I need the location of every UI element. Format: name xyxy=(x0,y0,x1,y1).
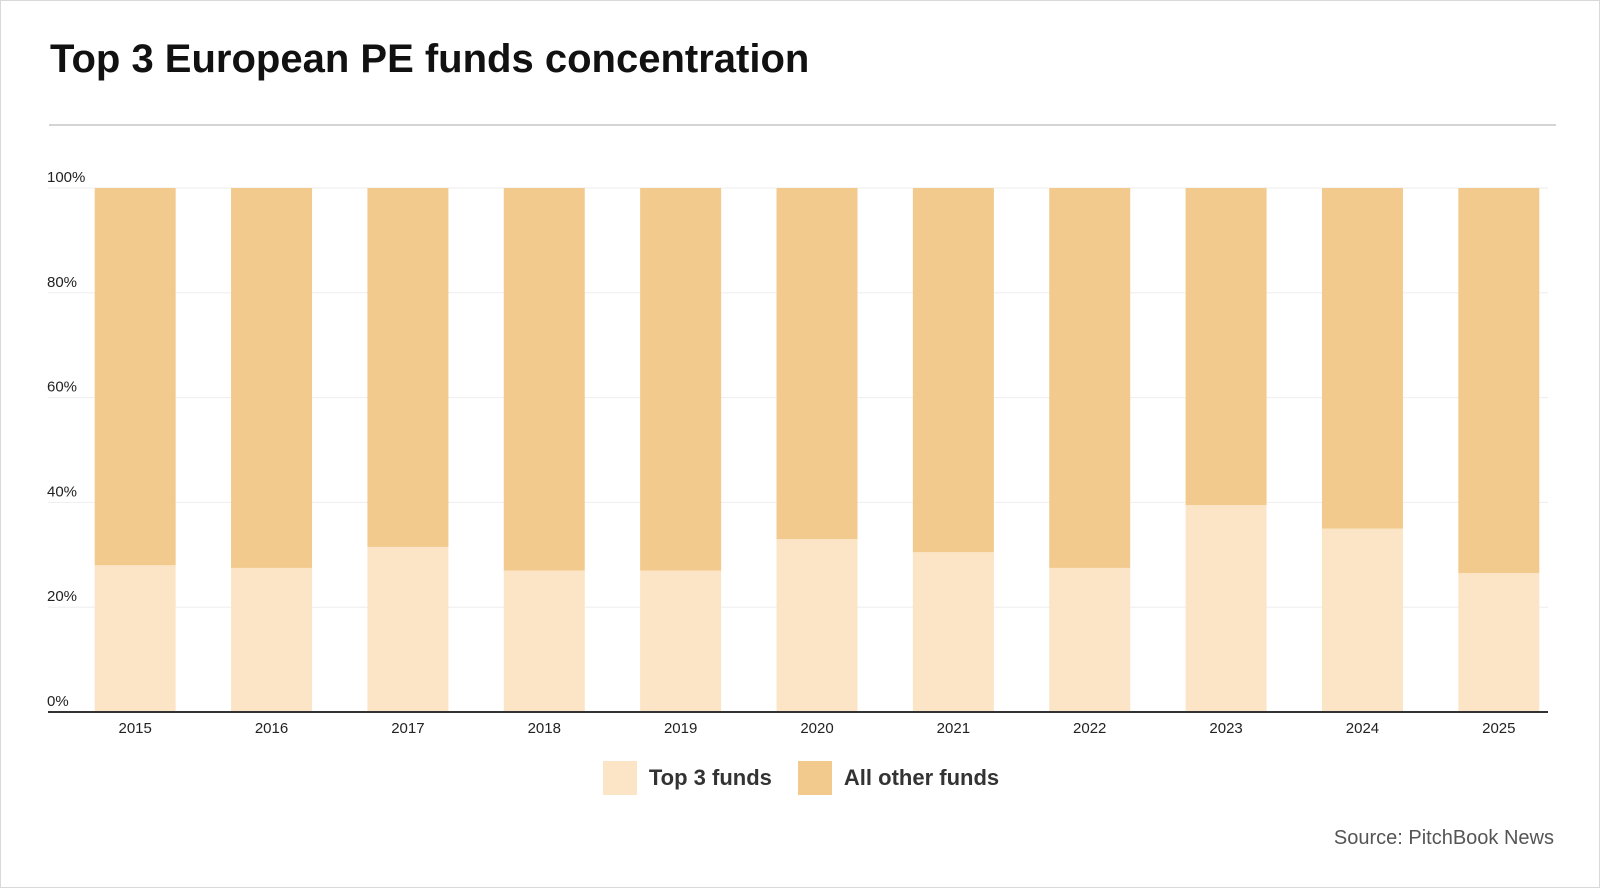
x-tick-label: 2024 xyxy=(1346,720,1379,737)
bar-other-2019 xyxy=(640,188,722,571)
bar-other-2017 xyxy=(367,188,449,547)
bar-top3-2024 xyxy=(1321,528,1403,712)
y-tick-label: 0% xyxy=(47,693,69,710)
legend-label-top3: Top 3 funds xyxy=(648,765,772,790)
bar-other-2025 xyxy=(1458,188,1540,574)
legend-swatch-other xyxy=(797,761,832,795)
x-tick-label: 2020 xyxy=(800,720,833,737)
y-tick-label: 80% xyxy=(47,274,77,291)
x-tick-label: 2025 xyxy=(1482,720,1515,737)
bar-top3-2016 xyxy=(231,567,313,712)
x-tick-label: 2022 xyxy=(1073,720,1106,737)
bar-top3-2021 xyxy=(912,552,994,712)
chart-legend: Top 3 funds All other funds xyxy=(1,761,1600,795)
x-tick-label: 2015 xyxy=(118,720,151,737)
legend-item-top3: Top 3 funds xyxy=(602,761,772,795)
x-tick-label: 2018 xyxy=(528,720,561,737)
bar-top3-2015 xyxy=(94,565,176,712)
x-tick-label: 2019 xyxy=(664,720,697,737)
x-tick-label: 2021 xyxy=(937,720,970,737)
bar-other-2018 xyxy=(503,188,585,571)
x-tick-label: 2016 xyxy=(255,720,288,737)
chart-plot: 0% 20% 40% 60% 80% 100% 2015 2016 2017 2018 2019 20… xyxy=(47,169,1548,737)
bar-other-2016 xyxy=(231,188,313,568)
bar-other-2015 xyxy=(94,188,176,566)
bar-other-2022 xyxy=(1049,188,1131,568)
bar-top3-2023 xyxy=(1185,505,1267,712)
bar-other-2021 xyxy=(912,188,994,553)
bar-top3-2022 xyxy=(1049,567,1131,712)
title-divider xyxy=(49,124,1556,126)
bar-top3-2018 xyxy=(503,570,585,712)
chart-title: Top 3 European PE funds concentration xyxy=(50,37,810,81)
bar-top3-2025 xyxy=(1458,573,1540,712)
y-tick-label: 100% xyxy=(47,169,85,186)
x-tick-label: 2017 xyxy=(391,720,424,737)
legend-swatch-top3 xyxy=(602,761,637,795)
bar-other-2024 xyxy=(1321,188,1403,529)
bar-top3-2019 xyxy=(640,570,722,712)
bar-top3-2020 xyxy=(776,539,858,712)
y-tick-label: 40% xyxy=(47,483,77,500)
x-tick-label: 2023 xyxy=(1209,720,1242,737)
bar-top3-2017 xyxy=(367,546,449,712)
bar-other-2020 xyxy=(776,188,858,540)
source-note: Source: PitchBook News xyxy=(1333,827,1554,849)
y-tick-label: 60% xyxy=(47,379,77,396)
legend-item-other: All other funds xyxy=(797,761,1000,795)
bar-other-2023 xyxy=(1185,188,1267,506)
legend-label-other: All other funds xyxy=(843,765,1000,790)
y-tick-label: 20% xyxy=(47,588,77,605)
